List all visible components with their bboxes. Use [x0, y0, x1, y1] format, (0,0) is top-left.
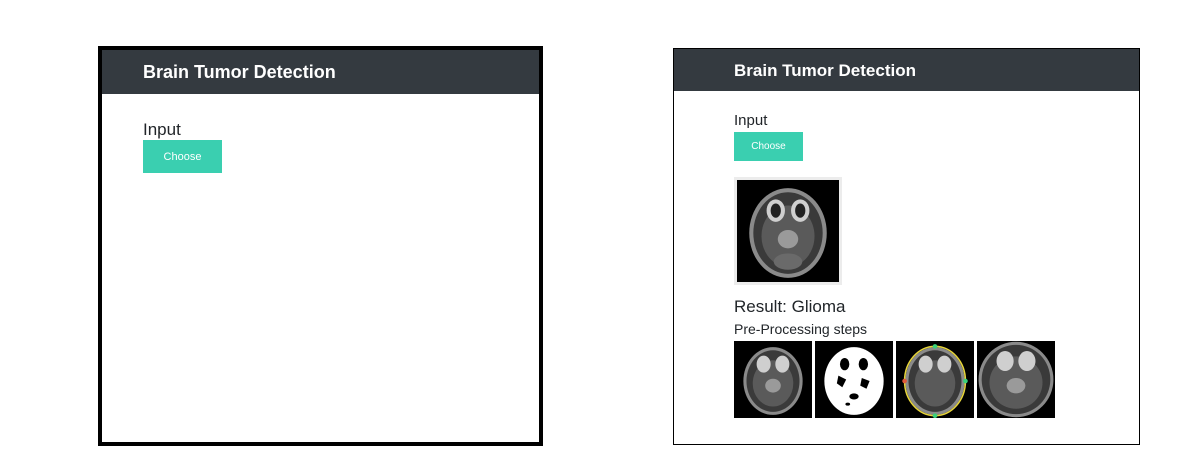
input-label: Input [143, 120, 181, 139]
preprocessing-step-original [734, 341, 812, 418]
mri-contour-icon [896, 341, 974, 418]
navbar-brand[interactable]: Brain Tumor Detection [143, 62, 336, 82]
preprocessing-title: Pre-Processing steps [734, 321, 868, 337]
input-label: Input [734, 112, 768, 129]
uploaded-mri-preview [734, 177, 842, 285]
navbar: Brain Tumor Detection [102, 50, 539, 94]
preprocessing-step-cropped [977, 341, 1055, 418]
app-window-initial: Brain Tumor Detection Input Choose [98, 46, 543, 446]
mri-scan-icon [737, 180, 839, 282]
app-window-result: Brain Tumor Detection Input Choose Resul… [673, 48, 1140, 445]
choose-file-button[interactable]: Choose [143, 140, 222, 173]
mri-original-icon [734, 341, 812, 418]
result-text: Result: Glioma [734, 297, 846, 316]
navbar: Brain Tumor Detection [674, 49, 1139, 91]
mri-cropped-icon [977, 341, 1055, 418]
preprocessing-steps [734, 341, 1055, 418]
preprocessing-step-threshold [815, 341, 893, 418]
preprocessing-step-contour [896, 341, 974, 418]
navbar-brand[interactable]: Brain Tumor Detection [734, 61, 916, 80]
choose-file-button[interactable]: Choose [734, 132, 803, 161]
mri-threshold-icon [815, 341, 893, 418]
